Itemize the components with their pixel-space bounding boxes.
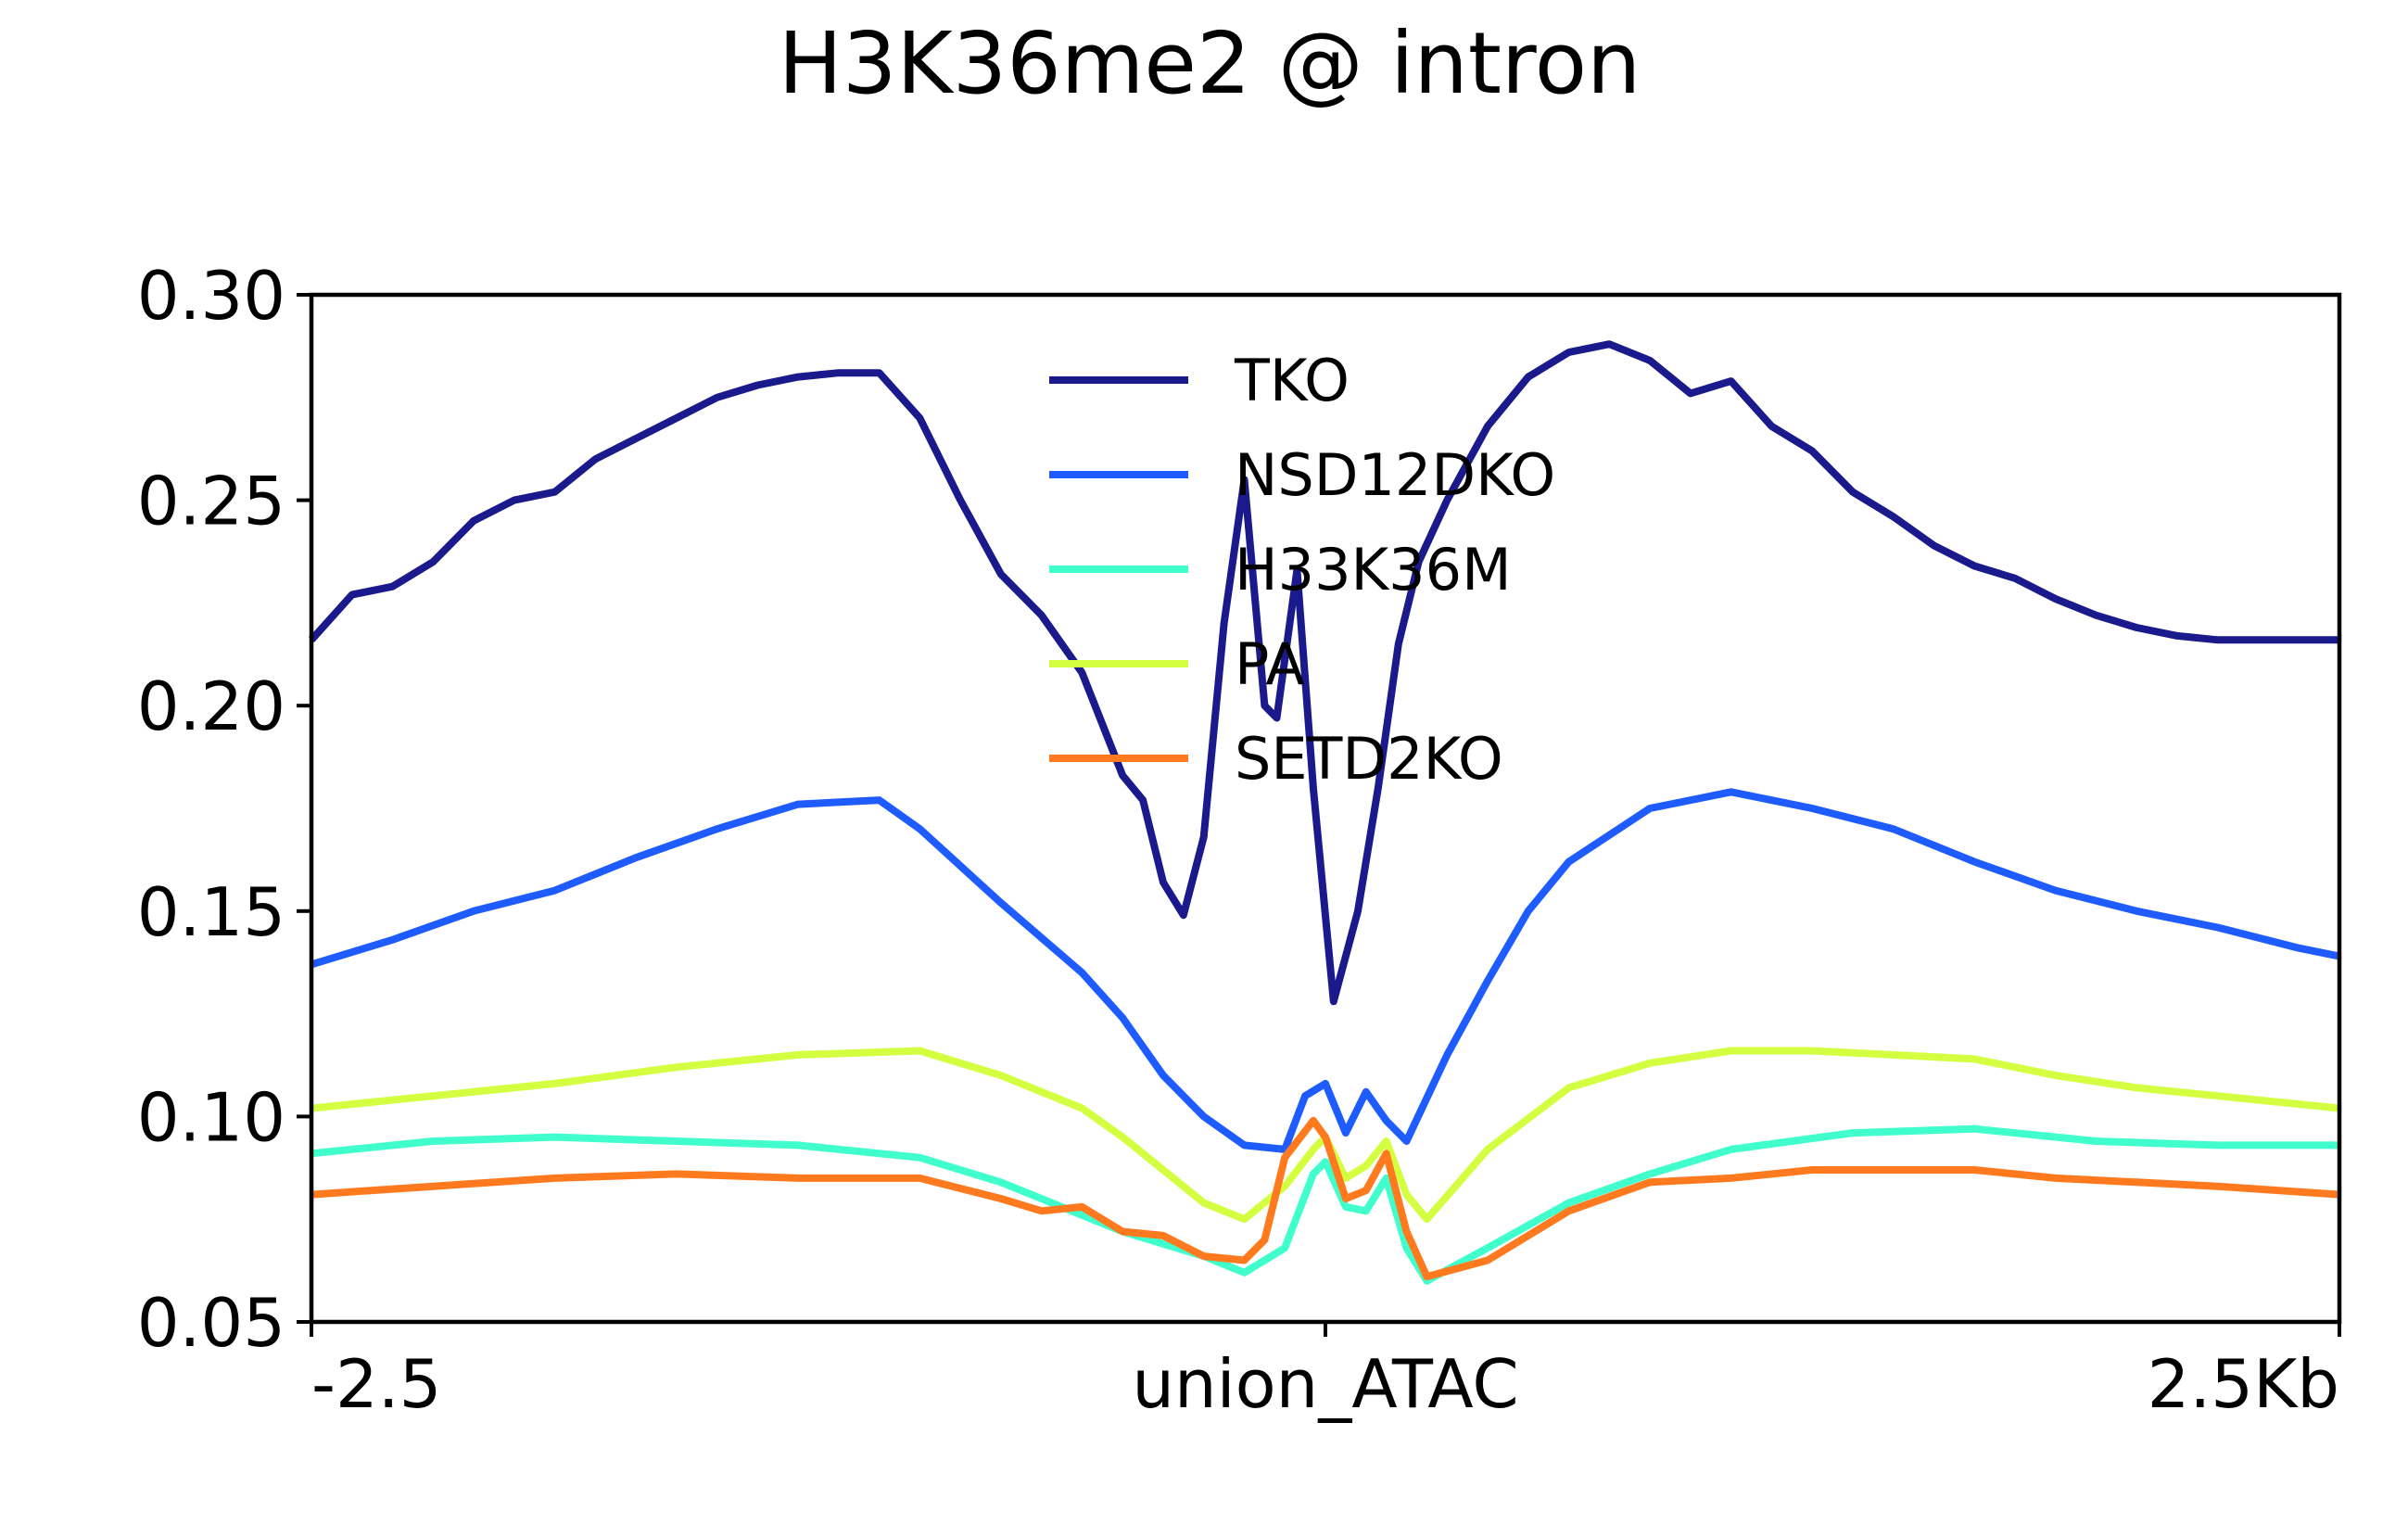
series-line-nsd12dko (310, 788, 2340, 1153)
y-tick-label: 0.20 (137, 667, 285, 745)
y-tick-label: 0.15 (137, 873, 285, 951)
y-tick-label: 0.10 (137, 1078, 285, 1156)
axis-ticks: 0.05 0.10 0.15 0.20 0.25 0.30 -2.5 union_ATAC 2.… (137, 257, 2341, 1423)
y-tick-label: 0.25 (137, 463, 285, 540)
y-tick-label: 0.05 (137, 1284, 285, 1362)
legend-label: NSD12DKO (1235, 441, 1555, 509)
plot-area-frame (309, 292, 2342, 1325)
legend-label: PA (1235, 630, 1305, 698)
x-tick-label: -2.5 (311, 1345, 441, 1423)
legend-label: H33K36M (1235, 536, 1512, 603)
chart-title: H3K36me2 @ intron (779, 14, 1641, 113)
legend-label: TKO (1234, 347, 1350, 414)
series-line-tko (309, 340, 2339, 1006)
x-tick-label: union_ATAC (1132, 1345, 1518, 1423)
plot-lines (309, 340, 2340, 1285)
legend-label: SETD2KO (1235, 725, 1503, 793)
series-line-setd2ko (311, 1116, 2340, 1281)
legend: TKO NSD12DKO H33K36M PA SETD2KO (1049, 347, 1555, 793)
series-line-pa (311, 1047, 2340, 1224)
y-tick-label: 0.30 (137, 257, 285, 335)
series-line-h33k36m (311, 1124, 2339, 1285)
x-tick-label: 2.5Kb (2148, 1345, 2339, 1423)
